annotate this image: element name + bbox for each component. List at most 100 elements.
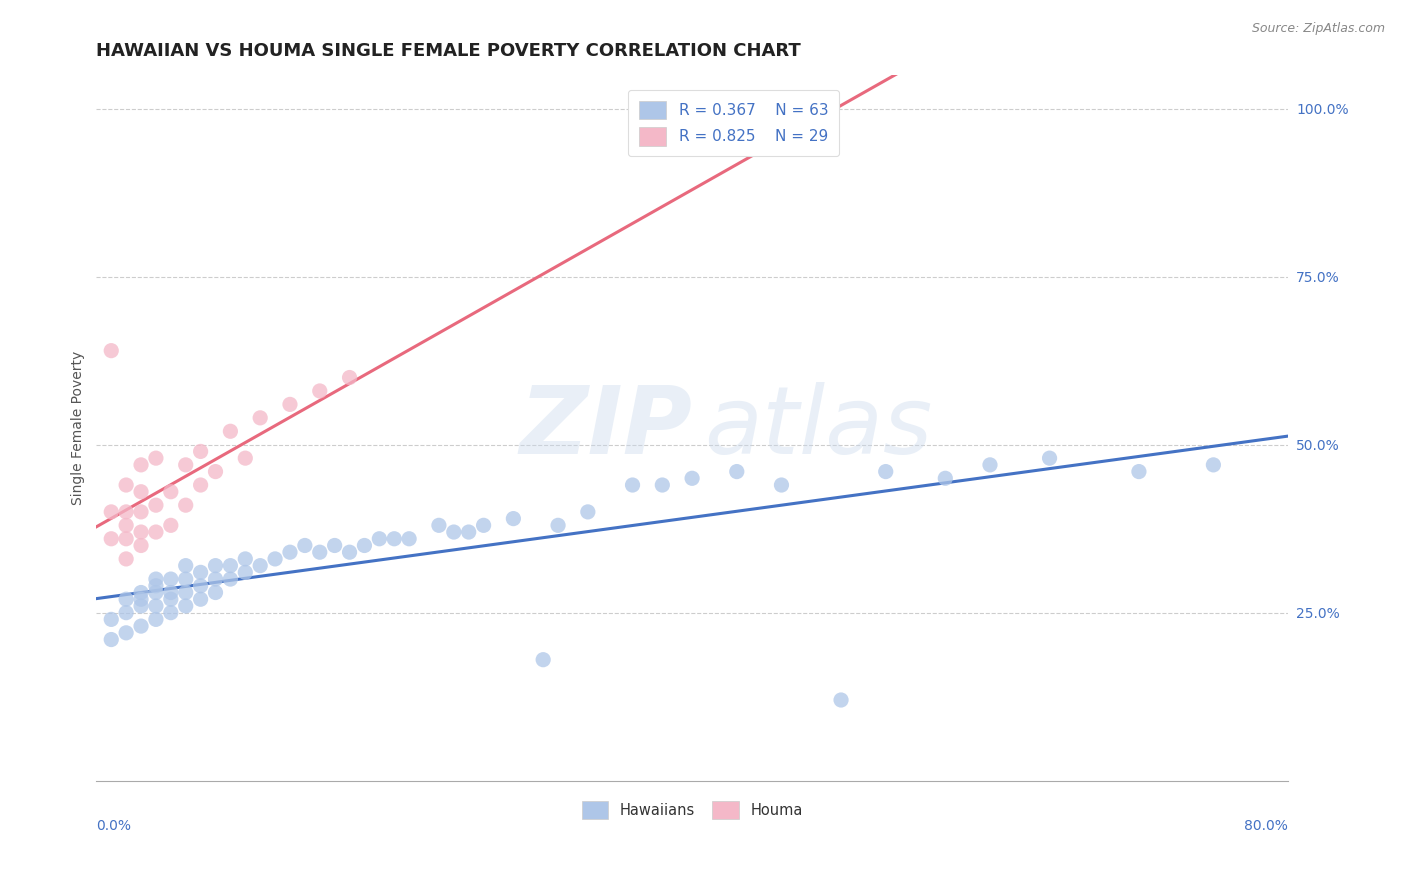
Point [651, 478, 673, 492]
Point [621, 478, 644, 492]
Point [190, 579, 212, 593]
Point [294, 539, 316, 553]
Point [1128, 465, 1150, 479]
Point [174, 585, 197, 599]
Point [472, 518, 495, 533]
Point [190, 444, 212, 458]
Point [115, 625, 138, 640]
Point [204, 465, 226, 479]
Point [531, 653, 554, 667]
Legend: Hawaiians, Houma: Hawaiians, Houma [574, 794, 810, 826]
Point [204, 585, 226, 599]
Point [249, 558, 271, 573]
Point [308, 545, 330, 559]
Point [204, 572, 226, 586]
Text: Source: ZipAtlas.com: Source: ZipAtlas.com [1251, 22, 1385, 36]
Point [427, 518, 450, 533]
Point [398, 532, 420, 546]
Point [308, 384, 330, 398]
Point [145, 524, 167, 539]
Text: 0.0%: 0.0% [97, 820, 131, 833]
Point [681, 471, 703, 485]
Point [219, 572, 242, 586]
Point [190, 478, 212, 492]
Point [115, 606, 138, 620]
Point [382, 532, 405, 546]
Point [159, 585, 181, 599]
Point [219, 424, 242, 438]
Point [145, 599, 167, 613]
Point [502, 511, 524, 525]
Point [145, 585, 167, 599]
Point [129, 539, 152, 553]
Point [100, 532, 122, 546]
Point [323, 539, 346, 553]
Point [145, 612, 167, 626]
Point [159, 484, 181, 499]
Point [145, 451, 167, 466]
Point [115, 532, 138, 546]
Point [129, 458, 152, 472]
Point [875, 465, 897, 479]
Point [100, 343, 122, 358]
Point [233, 566, 256, 580]
Point [278, 397, 301, 411]
Point [145, 579, 167, 593]
Point [725, 465, 748, 479]
Point [129, 599, 152, 613]
Point [190, 566, 212, 580]
Point [576, 505, 599, 519]
Point [457, 524, 479, 539]
Point [547, 518, 569, 533]
Point [830, 693, 852, 707]
Point [339, 370, 361, 384]
Point [219, 558, 242, 573]
Point [129, 524, 152, 539]
Point [190, 592, 212, 607]
Point [233, 451, 256, 466]
Point [145, 498, 167, 512]
Point [339, 545, 361, 559]
Point [100, 505, 122, 519]
Point [174, 572, 197, 586]
Point [368, 532, 391, 546]
Point [159, 572, 181, 586]
Text: HAWAIIAN VS HOUMA SINGLE FEMALE POVERTY CORRELATION CHART: HAWAIIAN VS HOUMA SINGLE FEMALE POVERTY … [97, 42, 801, 60]
Point [204, 558, 226, 573]
Point [770, 478, 793, 492]
Text: atlas: atlas [704, 383, 932, 474]
Point [115, 518, 138, 533]
Point [100, 632, 122, 647]
Point [115, 478, 138, 492]
Point [174, 458, 197, 472]
Point [129, 619, 152, 633]
Y-axis label: Single Female Poverty: Single Female Poverty [72, 351, 86, 505]
Point [979, 458, 1001, 472]
Point [174, 558, 197, 573]
Point [115, 552, 138, 566]
Text: 80.0%: 80.0% [1244, 820, 1288, 833]
Point [1038, 451, 1060, 466]
Text: ZIP: ZIP [519, 382, 692, 474]
Point [129, 585, 152, 599]
Point [353, 539, 375, 553]
Point [233, 552, 256, 566]
Point [934, 471, 956, 485]
Point [129, 484, 152, 499]
Point [174, 498, 197, 512]
Point [129, 592, 152, 607]
Point [159, 606, 181, 620]
Point [249, 410, 271, 425]
Point [129, 505, 152, 519]
Point [264, 552, 287, 566]
Point [115, 505, 138, 519]
Point [159, 592, 181, 607]
Point [159, 518, 181, 533]
Point [1202, 458, 1225, 472]
Point [443, 524, 465, 539]
Point [100, 612, 122, 626]
Point [278, 545, 301, 559]
Point [145, 572, 167, 586]
Point [174, 599, 197, 613]
Point [115, 592, 138, 607]
